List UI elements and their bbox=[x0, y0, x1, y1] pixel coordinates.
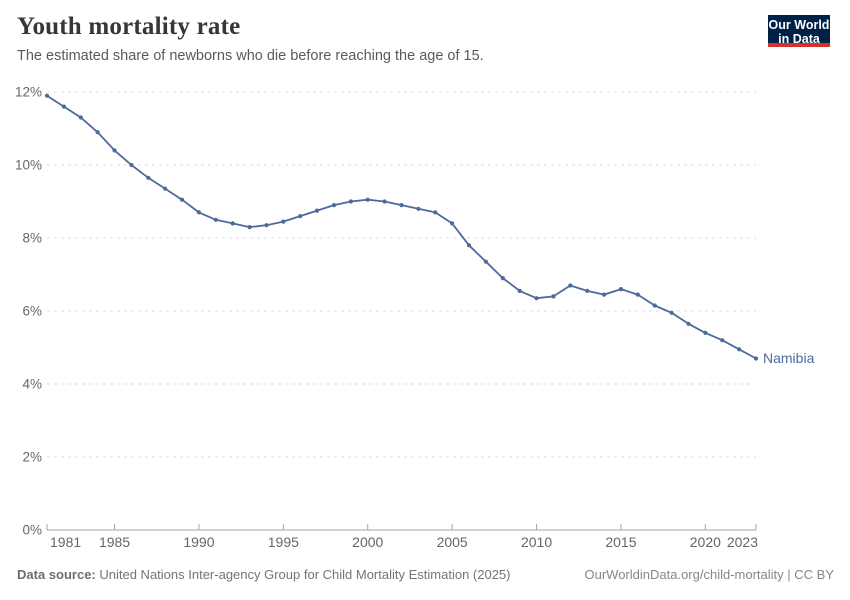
x-tick-label: 1990 bbox=[183, 534, 214, 550]
data-point[interactable] bbox=[163, 186, 168, 191]
data-point[interactable] bbox=[382, 199, 387, 204]
data-source-label: Data source: bbox=[17, 567, 96, 582]
y-tick-label: 4% bbox=[22, 377, 42, 392]
data-point[interactable] bbox=[61, 104, 66, 109]
x-tick-label: 2010 bbox=[521, 534, 552, 550]
data-point[interactable] bbox=[331, 203, 337, 208]
data-point[interactable] bbox=[737, 347, 742, 352]
data-point[interactable] bbox=[247, 225, 252, 230]
data-point[interactable] bbox=[585, 288, 590, 293]
data-point[interactable] bbox=[230, 221, 235, 226]
x-tick-label: 2005 bbox=[437, 534, 468, 550]
x-tick-label: 1981 bbox=[50, 534, 81, 550]
data-point[interactable] bbox=[399, 203, 404, 208]
data-point[interactable] bbox=[416, 206, 421, 211]
data-point[interactable] bbox=[635, 292, 640, 297]
data-point[interactable] bbox=[179, 197, 185, 202]
data-point[interactable] bbox=[753, 356, 759, 361]
data-point[interactable] bbox=[129, 162, 134, 168]
data-point[interactable] bbox=[618, 287, 624, 292]
data-point[interactable] bbox=[568, 283, 573, 288]
chart-subtitle: The estimated share of newborns who die … bbox=[17, 48, 484, 64]
data-point[interactable] bbox=[500, 276, 505, 281]
chart-footer: Data source: United Nations Inter-agency… bbox=[17, 567, 834, 582]
y-tick-label: 2% bbox=[22, 450, 42, 465]
data-point[interactable] bbox=[196, 210, 201, 215]
data-point[interactable] bbox=[534, 296, 539, 301]
data-point[interactable] bbox=[652, 303, 657, 308]
series-namibia: Namibia bbox=[44, 93, 815, 366]
data-point[interactable] bbox=[483, 259, 488, 264]
data-point[interactable] bbox=[78, 115, 83, 120]
series-line[interactable] bbox=[46, 94, 757, 360]
data-point[interactable] bbox=[669, 310, 674, 315]
data-source: Data source: United Nations Inter-agency… bbox=[17, 567, 511, 582]
y-tick-label: 6% bbox=[22, 304, 42, 319]
data-point[interactable] bbox=[315, 208, 320, 213]
data-point[interactable] bbox=[281, 219, 286, 224]
series-end-label[interactable]: Namibia bbox=[763, 350, 815, 366]
data-point[interactable] bbox=[720, 338, 725, 343]
x-tick-label: 1985 bbox=[99, 534, 130, 550]
data-point[interactable] bbox=[298, 214, 303, 219]
x-tick-label: 2020 bbox=[690, 534, 721, 550]
data-point[interactable] bbox=[703, 330, 708, 335]
data-point[interactable] bbox=[466, 243, 472, 248]
x-tick-label: 2000 bbox=[352, 534, 383, 550]
data-point[interactable] bbox=[348, 199, 353, 204]
chart-header: Youth mortality rate The estimated share… bbox=[17, 13, 484, 64]
data-point[interactable] bbox=[146, 175, 151, 180]
data-point[interactable] bbox=[95, 130, 100, 135]
data-point[interactable] bbox=[450, 221, 455, 226]
owid-logo[interactable]: Our World in Data bbox=[768, 15, 830, 47]
credit-link[interactable]: OurWorldinData.org/child-mortality | CC … bbox=[584, 567, 835, 582]
data-point[interactable] bbox=[213, 217, 218, 222]
x-tick-label: 2023 bbox=[727, 534, 758, 550]
y-tick-label: 10% bbox=[15, 158, 42, 173]
data-source-text: United Nations Inter-agency Group for Ch… bbox=[95, 567, 511, 582]
x-tick-label: 1995 bbox=[268, 534, 299, 550]
owid-logo-line1: Our World bbox=[768, 18, 830, 32]
y-tick-label: 0% bbox=[22, 523, 42, 538]
owid-logo-line2: in Data bbox=[778, 32, 820, 46]
data-point[interactable] bbox=[365, 197, 370, 202]
data-point[interactable] bbox=[551, 294, 556, 299]
chart-title: Youth mortality rate bbox=[17, 13, 241, 40]
data-point[interactable] bbox=[686, 321, 691, 326]
y-tick-label: 12% bbox=[15, 85, 42, 100]
data-point[interactable] bbox=[44, 93, 50, 98]
data-point[interactable] bbox=[602, 292, 607, 297]
x-axis bbox=[46, 524, 757, 531]
chart-canvas[interactable]: 0% 2% 4% 6% 8% 10% 12% 1981 1985 1990 1995 2000 2005… bbox=[0, 80, 850, 565]
gridlines bbox=[47, 91, 756, 458]
x-tick-label: 2015 bbox=[605, 534, 636, 550]
y-tick-label: 8% bbox=[22, 231, 42, 246]
data-point[interactable] bbox=[517, 288, 522, 293]
data-point[interactable] bbox=[264, 223, 269, 228]
data-point[interactable] bbox=[433, 210, 438, 215]
y-axis-labels: 0% 2% 4% 6% 8% 10% 12% bbox=[15, 85, 42, 538]
x-axis-labels: 1981 1985 1990 1995 2000 2005 2010 2015 2020 2023 bbox=[50, 534, 758, 550]
data-point[interactable] bbox=[112, 148, 117, 153]
